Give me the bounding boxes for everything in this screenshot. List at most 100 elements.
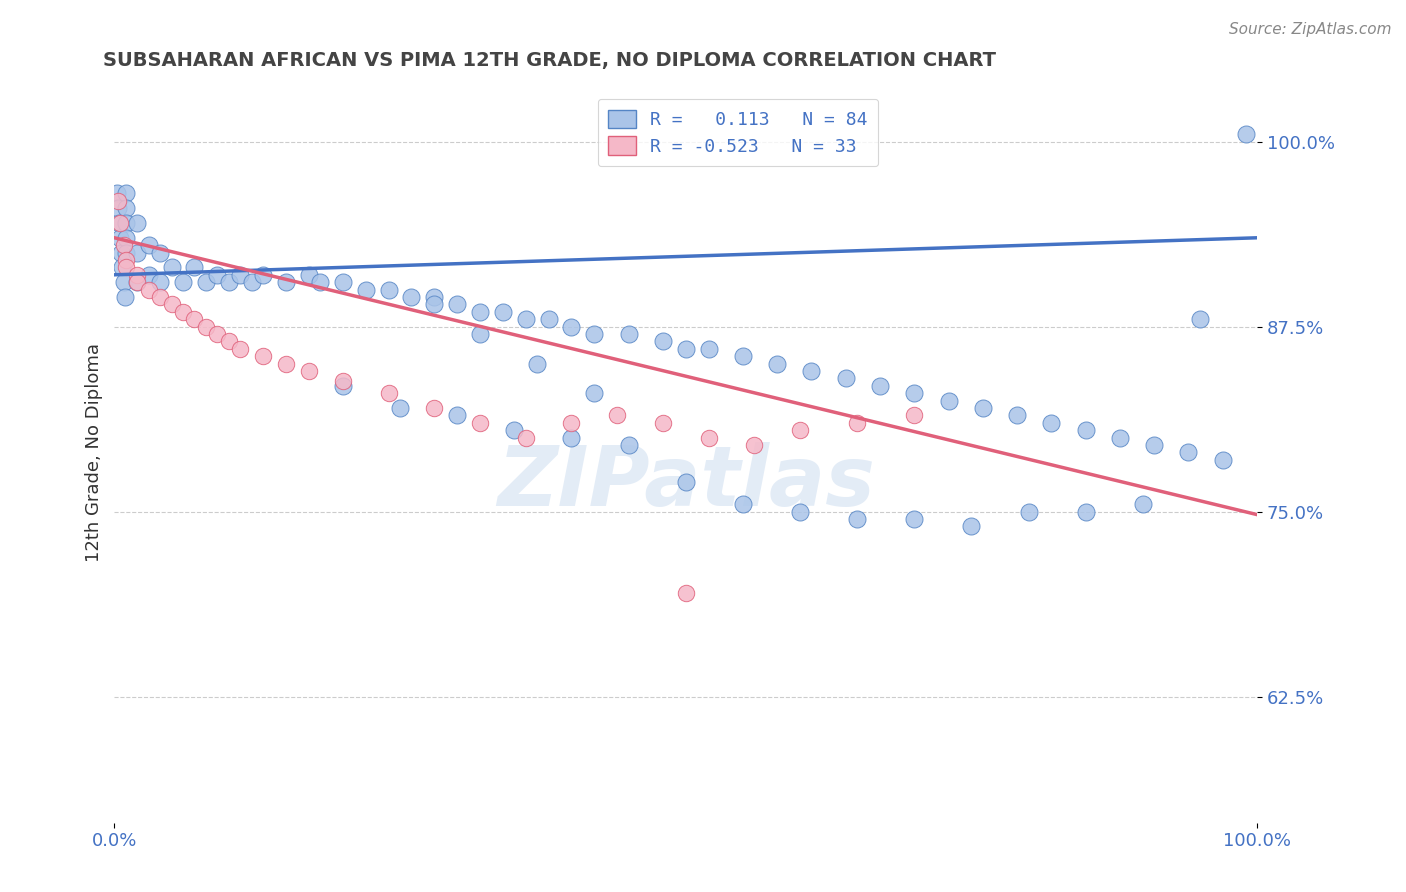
Point <box>651 334 673 349</box>
Point <box>1074 423 1097 437</box>
Point <box>1212 453 1234 467</box>
Point <box>115 245 138 260</box>
Point <box>800 364 823 378</box>
Point <box>309 275 332 289</box>
Point <box>108 216 131 230</box>
Y-axis label: 12th Grade, No Diploma: 12th Grade, No Diploma <box>86 343 103 562</box>
Point <box>731 349 754 363</box>
Text: Source: ZipAtlas.com: Source: ZipAtlas.com <box>1229 22 1392 37</box>
Point <box>298 364 321 378</box>
Point <box>105 186 128 201</box>
Point <box>651 416 673 430</box>
Point <box>115 231 138 245</box>
Point <box>1188 312 1211 326</box>
Point <box>207 268 229 282</box>
Point <box>515 312 537 326</box>
Point <box>115 201 138 215</box>
Point <box>194 275 217 289</box>
Point <box>903 512 925 526</box>
Point <box>274 357 297 371</box>
Point <box>229 342 252 356</box>
Point <box>1018 505 1040 519</box>
Point <box>229 268 252 282</box>
Point <box>183 312 205 326</box>
Point <box>446 409 468 423</box>
Point <box>1143 438 1166 452</box>
Point <box>675 586 697 600</box>
Point <box>111 260 134 275</box>
Point <box>697 342 720 356</box>
Point <box>160 297 183 311</box>
Point <box>423 401 446 415</box>
Point <box>332 379 354 393</box>
Point <box>332 275 354 289</box>
Point <box>960 519 983 533</box>
Point <box>468 416 491 430</box>
Point <box>697 431 720 445</box>
Point <box>149 275 172 289</box>
Point <box>537 312 560 326</box>
Point <box>1109 431 1132 445</box>
Point <box>115 216 138 230</box>
Point <box>903 386 925 401</box>
Point <box>846 416 869 430</box>
Legend: R =   0.113   N = 84, R = -0.523   N = 33: R = 0.113 N = 84, R = -0.523 N = 33 <box>598 99 879 167</box>
Point <box>560 416 582 430</box>
Point <box>560 319 582 334</box>
Point <box>127 245 149 260</box>
Point <box>332 375 354 389</box>
Point <box>183 260 205 275</box>
Point <box>468 326 491 341</box>
Point <box>423 290 446 304</box>
Point <box>138 268 160 282</box>
Point <box>583 326 606 341</box>
Point <box>789 505 811 519</box>
Point <box>492 305 515 319</box>
Point <box>972 401 994 415</box>
Point <box>354 283 377 297</box>
Point <box>110 245 132 260</box>
Point <box>252 349 274 363</box>
Point <box>468 305 491 319</box>
Point <box>218 334 240 349</box>
Point <box>274 275 297 289</box>
Point <box>115 252 138 267</box>
Point <box>127 216 149 230</box>
Text: SUBSAHARAN AFRICAN VS PIMA 12TH GRADE, NO DIPLOMA CORRELATION CHART: SUBSAHARAN AFRICAN VS PIMA 12TH GRADE, N… <box>103 51 995 70</box>
Point <box>846 512 869 526</box>
Point <box>401 290 423 304</box>
Point <box>112 275 135 289</box>
Point <box>617 438 640 452</box>
Point <box>114 290 136 304</box>
Point <box>127 275 149 289</box>
Point <box>423 297 446 311</box>
Point <box>108 231 131 245</box>
Point <box>869 379 891 393</box>
Point <box>1234 127 1257 141</box>
Point <box>503 423 526 437</box>
Point <box>172 305 194 319</box>
Point <box>149 290 172 304</box>
Point <box>160 260 183 275</box>
Point <box>138 238 160 252</box>
Text: ZIPatlas: ZIPatlas <box>496 442 875 523</box>
Point <box>834 371 856 385</box>
Point <box>526 357 548 371</box>
Point <box>446 297 468 311</box>
Point <box>1074 505 1097 519</box>
Point <box>389 401 412 415</box>
Point <box>298 268 321 282</box>
Point <box>172 275 194 289</box>
Point <box>617 326 640 341</box>
Point <box>560 431 582 445</box>
Point <box>149 245 172 260</box>
Point <box>377 386 399 401</box>
Point <box>731 497 754 511</box>
Point <box>115 186 138 201</box>
Point <box>1040 416 1063 430</box>
Point <box>115 260 138 275</box>
Point <box>675 475 697 489</box>
Point <box>108 216 131 230</box>
Point <box>1005 409 1028 423</box>
Point <box>766 357 789 371</box>
